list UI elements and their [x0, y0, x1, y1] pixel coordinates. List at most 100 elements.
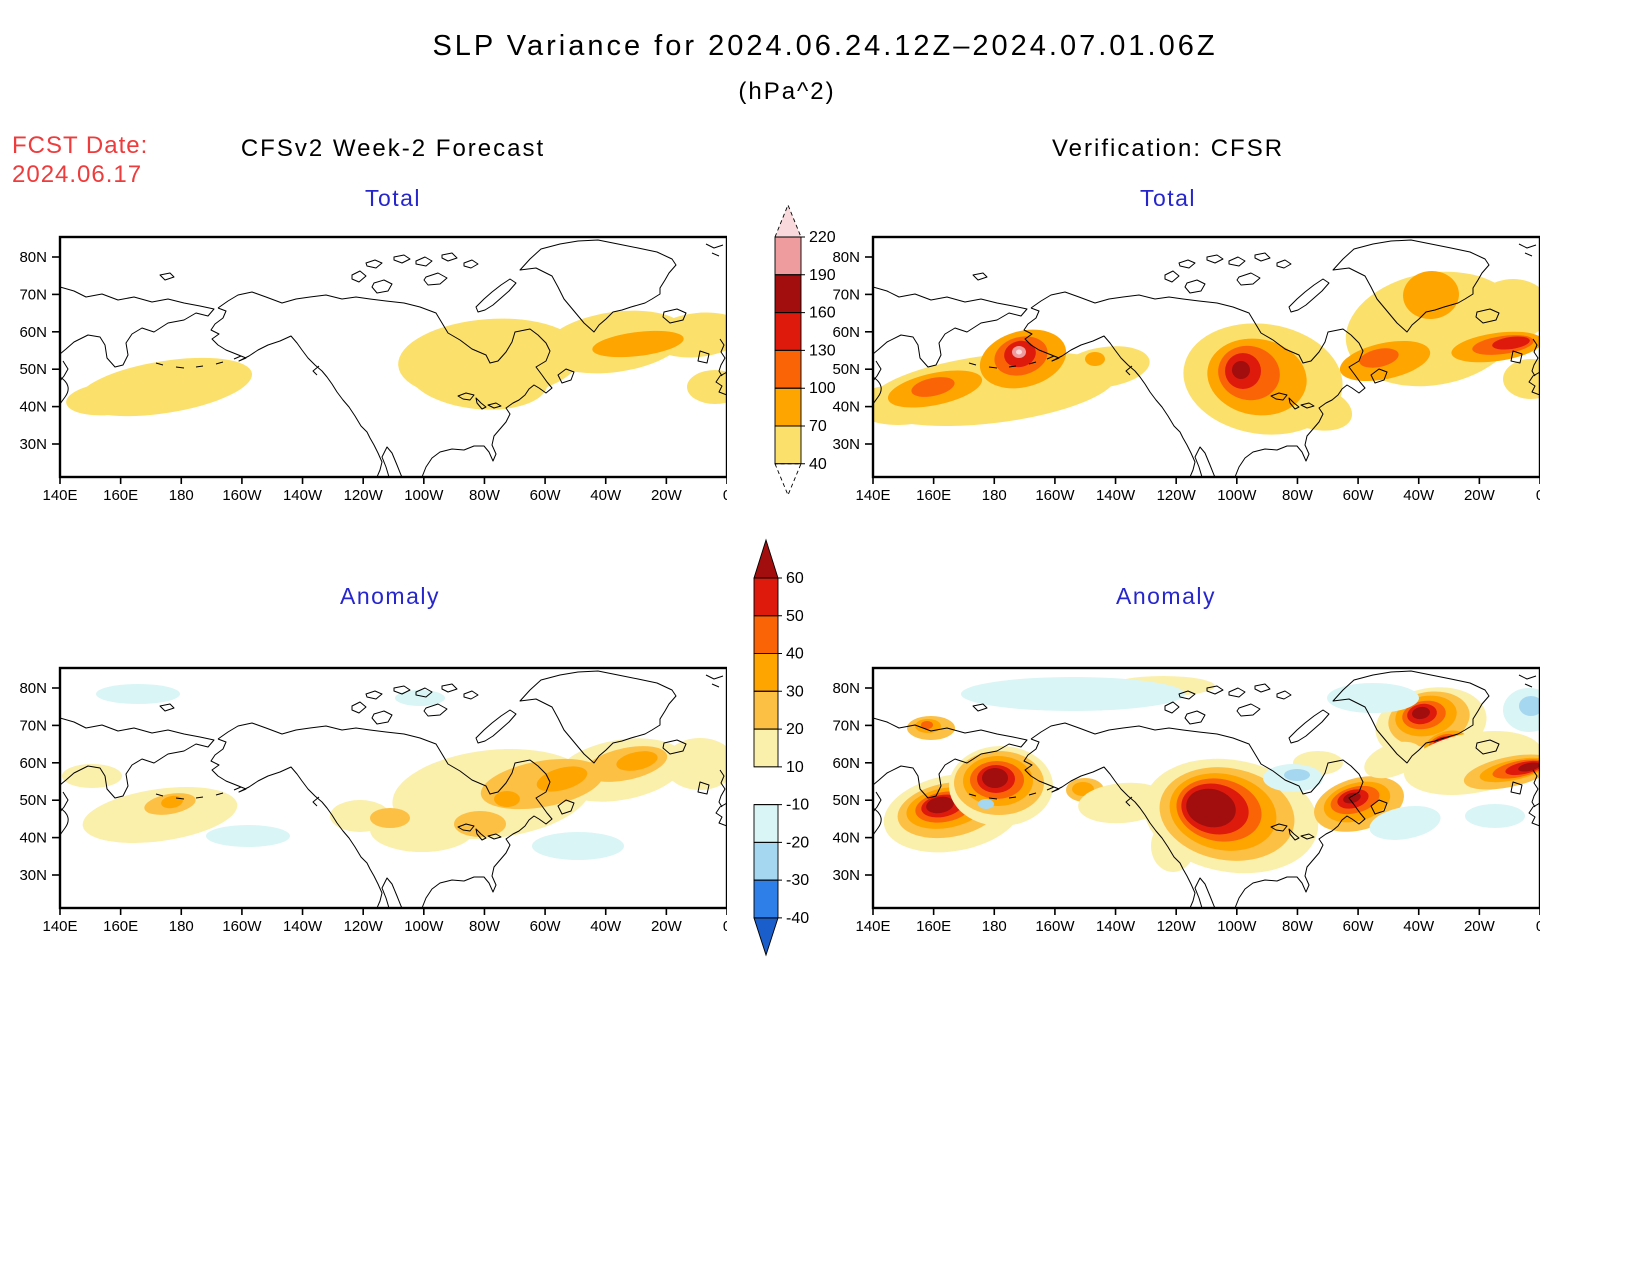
contour-fills [66, 310, 727, 417]
svg-text:180: 180 [982, 918, 1007, 935]
svg-text:20W: 20W [651, 918, 683, 935]
svg-text:140E: 140E [42, 918, 77, 935]
svg-text:20W: 20W [1464, 918, 1496, 935]
total-colorbar-tick: 130 [809, 342, 836, 359]
svg-text:80W: 80W [469, 487, 501, 504]
anomaly-colorbar-tick: -40 [786, 910, 809, 927]
svg-text:120W: 120W [344, 918, 384, 935]
svg-text:60N: 60N [832, 755, 860, 772]
svg-text:50N: 50N [19, 792, 47, 809]
svg-text:140W: 140W [1096, 487, 1136, 504]
svg-text:0: 0 [723, 487, 727, 504]
anomaly-colorbar-tick: -20 [786, 834, 809, 851]
svg-text:80N: 80N [832, 249, 860, 266]
panel-title-verification-anomaly: Anomaly [1116, 583, 1216, 609]
axis-labels: 80N 70N 60N 50N 40N 30N 140E 160E 180 160W 140W 120… [832, 249, 1540, 504]
figure-units-label: (hPa^2) [738, 78, 836, 105]
map-verification-anomaly: 80N 70N 60N 50N 40N 30N 140E 160E 180 160W 140W 120… [832, 666, 1540, 935]
svg-text:160W: 160W [1035, 487, 1075, 504]
colorbar-up-arrow [753, 538, 779, 579]
map-forecast-anomaly: 80N 70N 60N 50N 40N 30N 140E 160E 180 160W 140W 120… [19, 666, 727, 935]
axis-labels: 80N 70N 60N 50N 40N 30N 140E 160E 180 160W 140W 120… [19, 249, 727, 504]
svg-text:40W: 40W [590, 918, 622, 935]
svg-text:0: 0 [1536, 918, 1540, 935]
forecast-date-value: 2024.06.17 [12, 161, 143, 188]
panel-title-verification-total: Total [1139, 185, 1197, 211]
svg-text:20W: 20W [651, 487, 683, 504]
svg-text:160E: 160E [103, 487, 138, 504]
svg-text:0: 0 [1536, 487, 1540, 504]
anomaly-colorbar-tick: 40 [786, 646, 804, 663]
svg-text:140E: 140E [855, 487, 890, 504]
total-colorbar-tick: 190 [809, 267, 836, 284]
svg-text:160W: 160W [1035, 918, 1075, 935]
forecast-date-block: FCST Date: 2024.06.17 [12, 131, 148, 189]
svg-text:180: 180 [169, 487, 194, 504]
coastline [60, 239, 727, 477]
svg-text:160E: 160E [103, 918, 138, 935]
svg-text:140W: 140W [283, 918, 323, 935]
svg-text:120W: 120W [1157, 487, 1197, 504]
map-frame [58, 235, 727, 479]
svg-text:60W: 60W [1343, 918, 1375, 935]
svg-text:180: 180 [982, 487, 1007, 504]
svg-text:140W: 140W [1096, 918, 1136, 935]
svg-text:100W: 100W [1217, 918, 1257, 935]
svg-text:70N: 70N [832, 286, 860, 303]
svg-text:30N: 30N [832, 436, 860, 453]
anomaly-colorbar-tick: 30 [786, 683, 804, 700]
svg-text:0: 0 [723, 918, 727, 935]
svg-text:160E: 160E [916, 487, 951, 504]
svg-text:40W: 40W [1403, 487, 1435, 504]
svg-text:160W: 160W [222, 918, 262, 935]
svg-text:80N: 80N [19, 680, 47, 697]
colorbar-top-arrow [774, 203, 802, 238]
anomaly-colorbar-tick: 60 [786, 570, 804, 587]
figure-title: SLP Variance for 2024.06.24.12Z–2024.07.… [432, 30, 1218, 62]
svg-text:80W: 80W [469, 918, 501, 935]
svg-text:40N: 40N [19, 830, 47, 847]
axis-labels: 80N 70N 60N 50N 40N 30N 140E 160E 180 160W 140W 120… [832, 680, 1540, 935]
colorbar-down-arrow [753, 917, 779, 957]
total-colorbar-tick: 40 [809, 456, 827, 473]
svg-text:180: 180 [169, 918, 194, 935]
anomaly-colorbar-tick: -10 [786, 797, 809, 814]
svg-text:160E: 160E [916, 918, 951, 935]
svg-text:60N: 60N [19, 755, 47, 772]
contour-fills [883, 676, 1540, 874]
anomaly-colorbar-tick: -30 [786, 872, 809, 889]
anomaly-colorbar-tick: 50 [786, 608, 804, 625]
map-frame [58, 666, 727, 910]
svg-text:120W: 120W [344, 487, 384, 504]
svg-text:60N: 60N [19, 324, 47, 341]
left-column-header: CFSv2 Week-2 Forecast [240, 135, 546, 162]
anomaly-colorbar-tick: 10 [786, 759, 804, 776]
forecast-date-label: FCST Date: [12, 132, 149, 159]
svg-text:40W: 40W [1403, 918, 1435, 935]
coastline [873, 670, 1540, 908]
svg-text:30N: 30N [19, 436, 47, 453]
svg-text:80N: 80N [832, 680, 860, 697]
svg-text:70N: 70N [19, 286, 47, 303]
svg-text:40N: 40N [19, 399, 47, 416]
right-column-header: Verification: CFSR [1051, 135, 1285, 162]
svg-text:80W: 80W [1282, 918, 1314, 935]
svg-text:60W: 60W [1343, 487, 1375, 504]
map-verification-total: 80N 70N 60N 50N 40N 30N 140E 160E 180 160W 140W 120… [832, 235, 1540, 504]
svg-text:140E: 140E [855, 918, 890, 935]
total-colorbar-tick: 160 [809, 305, 836, 322]
svg-text:30N: 30N [19, 867, 47, 884]
total-colorbar-tick: 100 [809, 380, 836, 397]
colorbar-bottom-taper [774, 463, 802, 497]
svg-text:40N: 40N [832, 830, 860, 847]
svg-text:60N: 60N [832, 324, 860, 341]
svg-text:140E: 140E [42, 487, 77, 504]
svg-text:50N: 50N [832, 792, 860, 809]
svg-text:40N: 40N [832, 399, 860, 416]
coastline [873, 239, 1540, 477]
axis-labels: 80N 70N 60N 50N 40N 30N 140E 160E 180 160W 140W 120… [19, 680, 727, 935]
svg-text:140W: 140W [283, 487, 323, 504]
svg-text:100W: 100W [404, 918, 444, 935]
anomaly-colorbar-tick: 20 [786, 721, 804, 738]
